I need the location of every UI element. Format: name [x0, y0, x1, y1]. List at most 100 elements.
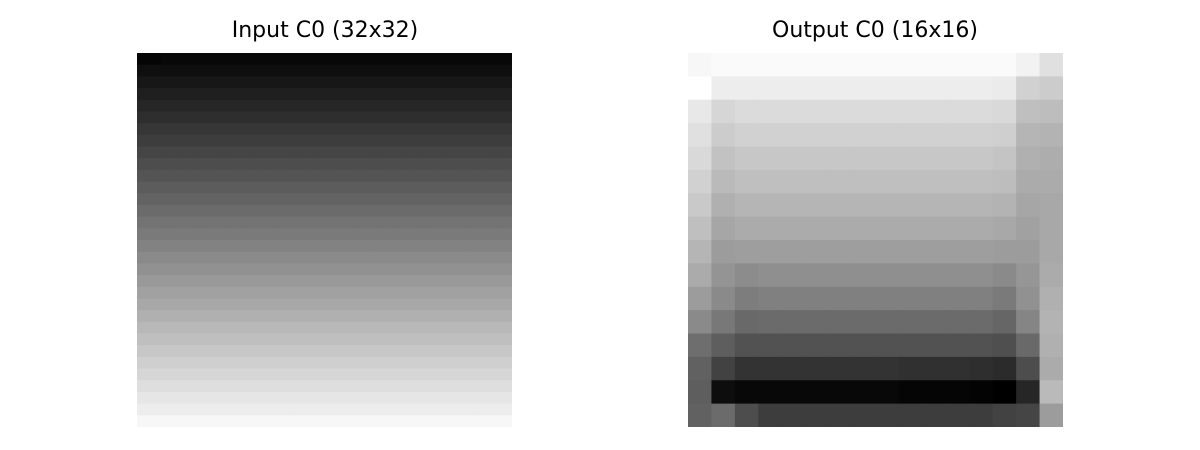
heatmap-cell — [875, 99, 900, 124]
heatmap-cell — [394, 391, 408, 405]
heatmap-cell — [160, 356, 173, 370]
heatmap-cell — [347, 193, 361, 206]
heatmap-cell — [488, 298, 501, 311]
heatmap-cell — [137, 263, 150, 276]
heatmap-cell — [265, 263, 279, 276]
heatmap-cell — [406, 76, 419, 89]
heatmap-cell — [289, 146, 302, 159]
heatmap-cell — [230, 216, 243, 229]
heatmap-cell — [301, 345, 314, 358]
heatmap-cell — [289, 64, 302, 77]
heatmap-cell — [441, 53, 454, 66]
heatmap-cell — [359, 263, 372, 276]
heatmap-cell — [992, 333, 1017, 358]
heatmap-cell — [1016, 403, 1041, 427]
heatmap-cell — [781, 380, 806, 405]
heatmap-cell — [969, 333, 994, 358]
heatmap-cell — [406, 111, 419, 124]
heatmap-cell — [429, 415, 443, 427]
heatmap-cell — [359, 333, 372, 346]
heatmap-cell — [476, 380, 490, 393]
heatmap-cell — [277, 240, 290, 253]
heatmap-cell — [488, 356, 501, 370]
heatmap-cell — [183, 251, 197, 264]
heatmap-cell — [183, 123, 197, 136]
heatmap-cell — [922, 99, 947, 124]
heatmap-cell — [394, 193, 408, 206]
heatmap-cell — [429, 263, 443, 276]
heatmap-cell — [172, 158, 185, 171]
heatmap-cell — [406, 251, 419, 264]
heatmap-cell — [172, 169, 185, 183]
heatmap-cell — [265, 216, 279, 229]
heatmap-cell — [301, 333, 314, 346]
heatmap-cell — [476, 181, 490, 194]
heatmap-cell — [242, 146, 255, 159]
heatmap-cell — [301, 193, 314, 206]
heatmap-cell — [500, 181, 512, 194]
heatmap-cell — [711, 380, 736, 405]
heatmap-cell — [1039, 193, 1063, 218]
heatmap-cell — [242, 298, 255, 311]
heatmap-cell — [945, 380, 970, 405]
heatmap-cell — [230, 286, 243, 299]
heatmap-cell — [488, 263, 501, 276]
heatmap-cell — [207, 204, 220, 218]
heatmap-cell — [371, 64, 384, 77]
heatmap-cell — [805, 193, 830, 218]
heatmap-cell — [476, 368, 490, 381]
heatmap-cell — [922, 356, 947, 381]
heatmap-cell — [160, 263, 173, 276]
heatmap-cell — [359, 204, 372, 218]
heatmap-cell — [852, 169, 877, 194]
heatmap-cell — [336, 193, 349, 206]
heatmap-cell — [453, 263, 466, 276]
heatmap-cell — [453, 181, 466, 194]
heatmap-cell — [289, 216, 302, 229]
heatmap-cell — [898, 356, 923, 381]
heatmap-cell — [301, 169, 314, 183]
heatmap-cell — [230, 310, 243, 323]
heatmap-cell — [289, 240, 302, 253]
heatmap-cell — [195, 158, 208, 171]
heatmap-cell — [219, 64, 232, 77]
heatmap-cell — [781, 146, 806, 171]
heatmap-cell — [242, 228, 255, 241]
heatmap-cell — [160, 228, 173, 241]
heatmap-cell — [277, 380, 290, 393]
heatmap-cell — [347, 368, 361, 381]
heatmap-cell — [265, 169, 279, 183]
heatmap-cell — [254, 181, 267, 194]
heatmap-cell — [137, 391, 150, 405]
heatmap-cell — [207, 228, 220, 241]
heatmap-cell — [359, 158, 372, 171]
heatmap-cell — [301, 310, 314, 323]
heatmap-cell — [488, 251, 501, 264]
heatmap-cell — [148, 403, 161, 416]
heatmap-cell — [441, 415, 454, 427]
heatmap-cell — [324, 169, 337, 183]
heatmap-cell — [172, 380, 185, 393]
heatmap-cell — [183, 380, 197, 393]
heatmap-cell — [371, 193, 384, 206]
heatmap-cell — [734, 263, 759, 288]
heatmap-cell — [758, 403, 783, 427]
heatmap-cell — [922, 403, 947, 427]
heatmap-cell — [711, 76, 736, 101]
heatmap-cell — [148, 391, 161, 405]
heatmap-cell — [711, 123, 736, 147]
heatmap-cell — [418, 356, 431, 370]
heatmap-cell — [347, 53, 361, 66]
heatmap-cell — [195, 53, 208, 66]
heatmap-cell — [828, 99, 853, 124]
heatmap-cell — [500, 134, 512, 148]
heatmap-cell — [734, 216, 759, 241]
heatmap-cell — [183, 415, 197, 427]
heatmap-cell — [852, 403, 877, 427]
heatmap-cell — [852, 53, 877, 77]
heatmap-cell — [172, 275, 185, 288]
heatmap-cell — [160, 123, 173, 136]
heatmap-cell — [711, 53, 736, 77]
heatmap-cell — [160, 275, 173, 288]
heatmap-cell — [781, 310, 806, 334]
